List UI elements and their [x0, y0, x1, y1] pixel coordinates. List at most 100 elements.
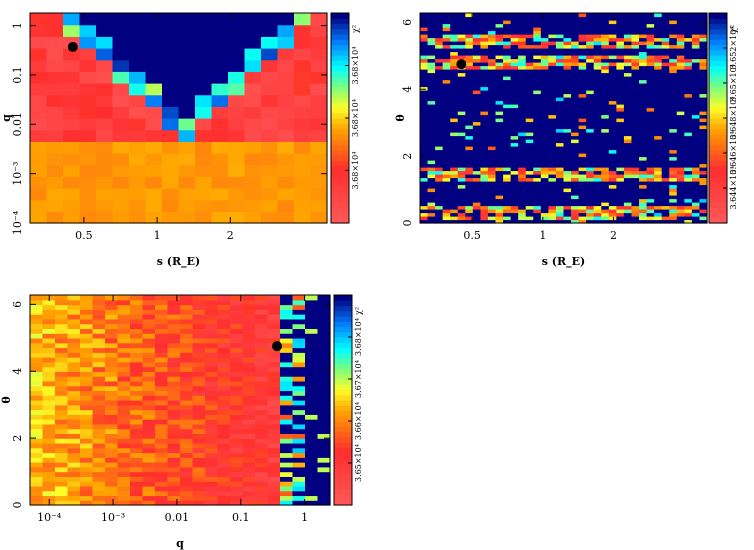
heatmap-cell	[669, 167, 678, 172]
heatmap-cell	[691, 205, 701, 210]
heatmap-cell	[510, 90, 519, 95]
heatmap-cell	[465, 93, 474, 98]
heatmap-cell	[472, 97, 482, 102]
heatmap-cell	[162, 129, 180, 142]
heatmap-cell	[691, 76, 701, 81]
heatmap-cell	[67, 485, 81, 492]
heatmap-cell	[601, 128, 610, 133]
heatmap-cell	[80, 371, 94, 377]
heatmap-cell	[684, 142, 693, 147]
heatmap-cell	[616, 198, 625, 203]
heatmap-cell	[495, 174, 504, 179]
heatmap-cell	[305, 466, 319, 473]
heatmap-cell	[427, 114, 436, 119]
heatmap-cell	[555, 125, 565, 130]
heatmap-cell	[669, 118, 678, 123]
heatmap-cell	[294, 13, 312, 26]
heatmap-cell	[162, 48, 180, 61]
heatmap-cell	[578, 51, 587, 56]
heatmap-cell	[608, 20, 617, 25]
heatmap-cell	[244, 211, 262, 224]
heatmap-cell	[180, 318, 194, 325]
heatmap-cell	[661, 76, 670, 81]
heatmap-cell	[117, 433, 131, 439]
heatmap-cell	[608, 167, 617, 172]
heatmap-cell	[540, 216, 549, 221]
heatmap-cell	[294, 211, 312, 224]
heatmap-cell	[593, 191, 602, 196]
heatmap-cell	[654, 44, 663, 49]
heatmap-cell	[96, 153, 114, 166]
heatmap-cell	[442, 118, 451, 123]
colorbar-segment	[334, 305, 352, 312]
heatmap-cell	[487, 37, 497, 42]
heatmap-cell	[487, 114, 497, 119]
heatmap-cell	[699, 37, 708, 42]
heatmap-cell	[555, 41, 565, 46]
heatmap-cell	[167, 380, 181, 387]
heatmap-cell	[691, 111, 701, 116]
heatmap-cell	[267, 323, 281, 330]
heatmap-cell	[42, 442, 56, 449]
colorbar-segment	[331, 97, 349, 103]
heatmap-cell	[578, 188, 587, 193]
heatmap-cell	[616, 16, 625, 21]
heatmap-cell	[80, 299, 94, 306]
heatmap-cell	[601, 44, 610, 49]
heatmap-cell	[80, 395, 94, 401]
heatmap-cell	[699, 219, 708, 224]
heatmap-cell	[67, 371, 81, 377]
heatmap-cell	[699, 51, 708, 56]
heatmap-cell	[472, 111, 482, 116]
heatmap-cell	[676, 16, 685, 21]
heatmap-cell	[277, 129, 295, 142]
heatmap-cell	[105, 476, 119, 482]
heatmap-cell	[42, 304, 56, 310]
heatmap-cell	[317, 485, 331, 492]
heatmap-cell	[646, 139, 655, 144]
heatmap-cell	[639, 132, 648, 137]
heatmap-cell	[487, 132, 497, 137]
heatmap-cell	[586, 156, 595, 161]
heatmap-cell	[420, 184, 429, 189]
heatmap-cell	[510, 198, 519, 203]
heatmap-cell	[205, 323, 219, 330]
heatmap-cell	[495, 107, 504, 112]
heatmap-cell	[317, 366, 331, 372]
heatmap-cell	[305, 495, 319, 501]
heatmap-cell	[205, 357, 219, 363]
heatmap-cell	[261, 24, 279, 37]
heatmap-cell	[244, 59, 262, 72]
heatmap-cell	[244, 24, 262, 37]
heatmap-cell	[242, 309, 256, 315]
heatmap-cell	[593, 139, 602, 144]
heatmap-cell	[533, 83, 542, 88]
heatmap-cell	[180, 462, 194, 468]
heatmap-cell	[267, 466, 281, 473]
heatmap-cell	[465, 125, 474, 130]
heatmap-cell	[548, 132, 557, 137]
heatmap-cell	[292, 500, 306, 506]
heatmap-cell	[646, 16, 655, 21]
heatmap-cell	[518, 104, 527, 109]
heatmap-cell	[616, 97, 625, 102]
heatmap-cell	[465, 219, 474, 224]
heatmap-cell	[487, 219, 497, 224]
heatmap-cell	[593, 69, 602, 74]
heatmap-cell	[472, 118, 482, 123]
heatmap-cell	[699, 191, 708, 196]
heatmap-cell	[691, 69, 701, 74]
heatmap-cell	[684, 72, 693, 77]
heatmap-cell	[92, 457, 106, 463]
heatmap-cell	[586, 34, 595, 39]
heatmap-cell	[63, 71, 81, 84]
heatmap-cell	[699, 34, 708, 39]
heatmap-cell	[230, 318, 244, 325]
heatmap-cell	[280, 438, 294, 444]
heatmap-cell	[450, 149, 459, 154]
heatmap-cell	[684, 139, 693, 144]
heatmap-cell	[555, 69, 565, 74]
heatmap-cell	[294, 83, 312, 96]
heatmap-cell	[525, 93, 534, 98]
heatmap-cell	[661, 153, 670, 158]
